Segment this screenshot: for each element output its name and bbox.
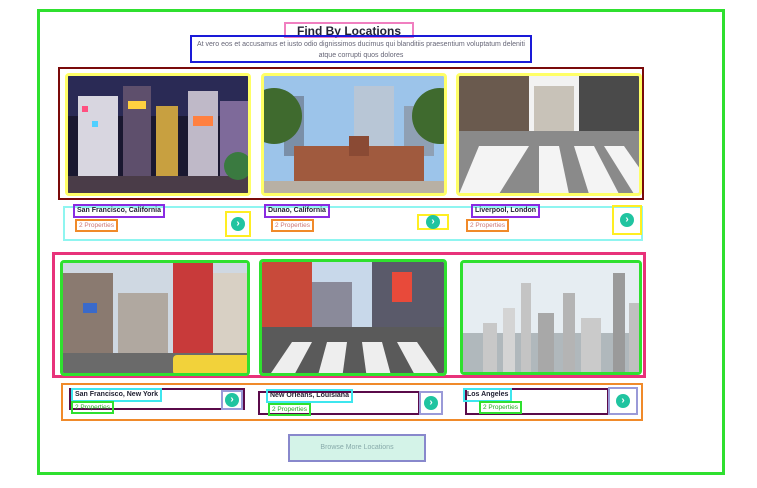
chevron-right-icon: › [424,396,438,410]
skyline-icon [463,263,639,372]
location-arrow-box-1[interactable]: › [225,211,251,237]
location-count-1: 2 Properties [75,219,119,232]
browse-more-locations-button[interactable]: Browse More Locations [288,434,426,462]
chevron-right-icon: › [616,394,630,408]
busy-crossing-icon [262,262,444,373]
location-count-4: 2 Properties [71,401,115,414]
location-arrow-box-2[interactable]: › [417,214,449,230]
section-title: Find By Locations [284,22,414,38]
location-name-1[interactable]: San Francisco, California [73,204,166,218]
location-arrow-box-5[interactable]: › [419,391,443,415]
shibuya-street-icon [63,263,247,373]
location-arrow-box-3[interactable]: › [612,205,642,235]
location-arrow-box-4[interactable]: › [221,390,243,410]
location-name-4[interactable]: San Francisco, New York [71,388,162,402]
chevron-right-icon: › [231,217,245,231]
chevron-right-icon: › [225,393,239,407]
locations-info-row-2: San Francisco, New York 2 Properties › N… [61,383,643,421]
location-photo-2[interactable] [261,73,447,196]
locations-info-row-1: San Francisco, California 2 Properties ›… [63,204,643,241]
location-name-2[interactable]: Dunao, California [264,204,330,218]
location-count-2: 2 Properties [271,219,315,232]
section-description: At vero eos et accusamus et iusto odio d… [190,35,532,63]
tokyo-station-icon [264,76,444,193]
location-count-6: 2 Properties [479,401,523,414]
location-photo-4[interactable] [60,260,250,376]
location-count-3: 2 Properties [466,219,510,232]
location-photo-6[interactable] [460,260,642,375]
crosswalk-icon [459,76,639,193]
location-name-6[interactable]: Los Angeles [463,388,513,402]
locations-row-1 [58,67,644,200]
section-frame [37,9,725,475]
location-photo-3[interactable] [456,73,642,196]
location-count-5: 2 Properties [268,403,312,416]
tokyo-night-street-icon [68,76,248,193]
location-photo-1[interactable] [65,73,251,196]
chevron-right-icon: › [426,215,440,229]
chevron-right-icon: › [620,213,634,227]
location-name-5[interactable]: New Orleans, Louisiana [266,389,353,403]
location-name-3[interactable]: Liverpool, London [471,204,541,218]
locations-row-2 [52,252,646,378]
location-photo-5[interactable] [259,259,447,376]
location-arrow-box-6[interactable]: › [608,387,638,415]
